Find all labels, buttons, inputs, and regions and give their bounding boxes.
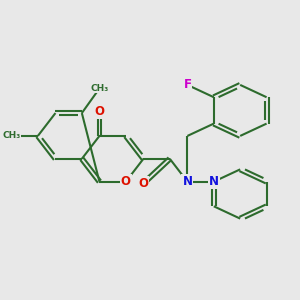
Text: CH₃: CH₃ (90, 84, 109, 93)
Text: F: F (183, 78, 191, 92)
Text: N: N (182, 175, 192, 188)
Text: O: O (138, 177, 148, 190)
Text: N: N (209, 175, 219, 188)
Text: O: O (121, 175, 131, 188)
Text: O: O (94, 105, 104, 118)
Text: CH₃: CH₃ (2, 131, 21, 140)
